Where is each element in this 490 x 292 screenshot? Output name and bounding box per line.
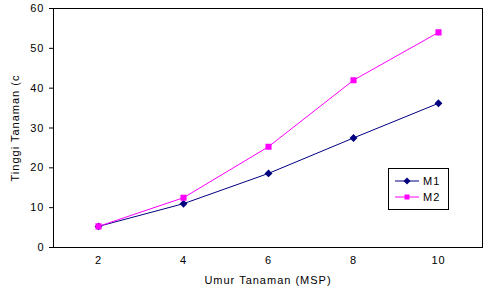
svg-text:4: 4 bbox=[180, 254, 187, 266]
html-text:M2: M2 bbox=[423, 191, 441, 203]
html-text:M1: M1 bbox=[423, 175, 441, 187]
svg-text:50: 50 bbox=[30, 42, 44, 54]
svg-text:Tinggi Tanaman (c: Tinggi Tanaman (c bbox=[9, 75, 21, 182]
svg-text:6: 6 bbox=[265, 254, 272, 266]
svg-text:60: 60 bbox=[30, 2, 44, 14]
svg-text:0: 0 bbox=[37, 241, 44, 253]
svg-text:Umur Tanaman (MSP): Umur Tanaman (MSP) bbox=[204, 274, 331, 286]
svg-text:40: 40 bbox=[30, 82, 44, 94]
svg-text:10: 10 bbox=[30, 201, 44, 213]
svg-text:2: 2 bbox=[95, 254, 102, 266]
svg-text:30: 30 bbox=[30, 122, 44, 134]
svg-text:20: 20 bbox=[30, 161, 44, 173]
svg-text:10: 10 bbox=[431, 254, 445, 266]
svg-text:8: 8 bbox=[350, 254, 357, 266]
